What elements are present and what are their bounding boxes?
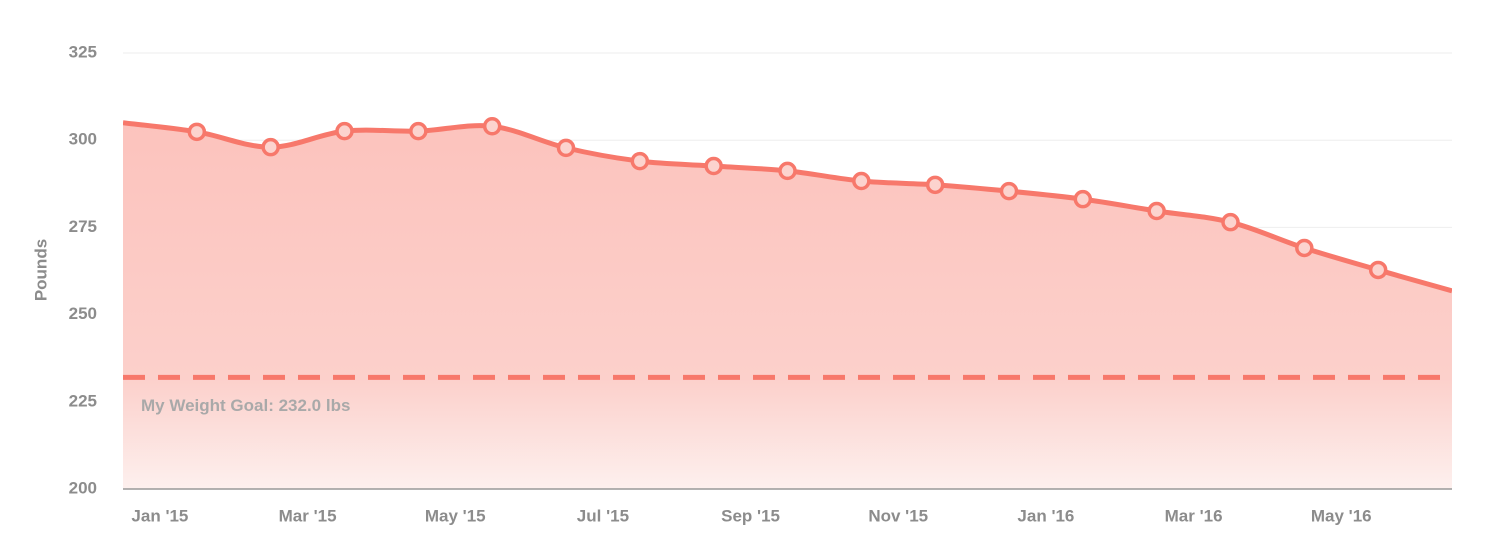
x-tick-label: May '15	[425, 506, 486, 525]
x-tick-label: Jan '15	[131, 506, 188, 525]
point-marker	[999, 181, 1019, 201]
point-marker	[852, 171, 871, 191]
x-tick-label: Sep '15	[721, 506, 780, 525]
point-marker	[187, 122, 207, 142]
point-marker	[1221, 212, 1240, 232]
y-tick-label: 200	[69, 478, 97, 497]
y-tick-label: 300	[69, 130, 97, 149]
y-tick-label: 250	[69, 304, 97, 323]
point-marker	[778, 161, 797, 181]
x-tick-label: Mar '15	[279, 506, 337, 525]
point-marker	[409, 121, 428, 141]
point-marker	[1368, 260, 1388, 280]
y-tick-label: 325	[69, 42, 97, 61]
x-tick-label: Jan '16	[1017, 506, 1074, 525]
point-marker	[482, 116, 502, 136]
point-marker	[1295, 238, 1314, 258]
y-axis-label: Pounds	[31, 239, 50, 301]
x-tick-label: May '16	[1311, 506, 1372, 525]
y-tick-label: 225	[69, 391, 97, 410]
point-marker	[925, 175, 945, 195]
point-marker	[1147, 201, 1166, 221]
x-tick-label: Nov '15	[868, 506, 928, 525]
point-marker	[261, 137, 280, 157]
goal-label: My Weight Goal: 232.0 lbs	[141, 396, 350, 415]
x-tick-label: Mar '16	[1165, 506, 1223, 525]
point-marker	[630, 151, 650, 171]
point-marker	[704, 156, 723, 176]
area	[123, 122, 1452, 489]
point-marker	[556, 138, 576, 158]
point-marker	[335, 121, 354, 141]
x-tick-label: Jul '15	[577, 506, 629, 525]
y-tick-label: 275	[69, 217, 97, 236]
point-marker	[1073, 189, 1093, 209]
